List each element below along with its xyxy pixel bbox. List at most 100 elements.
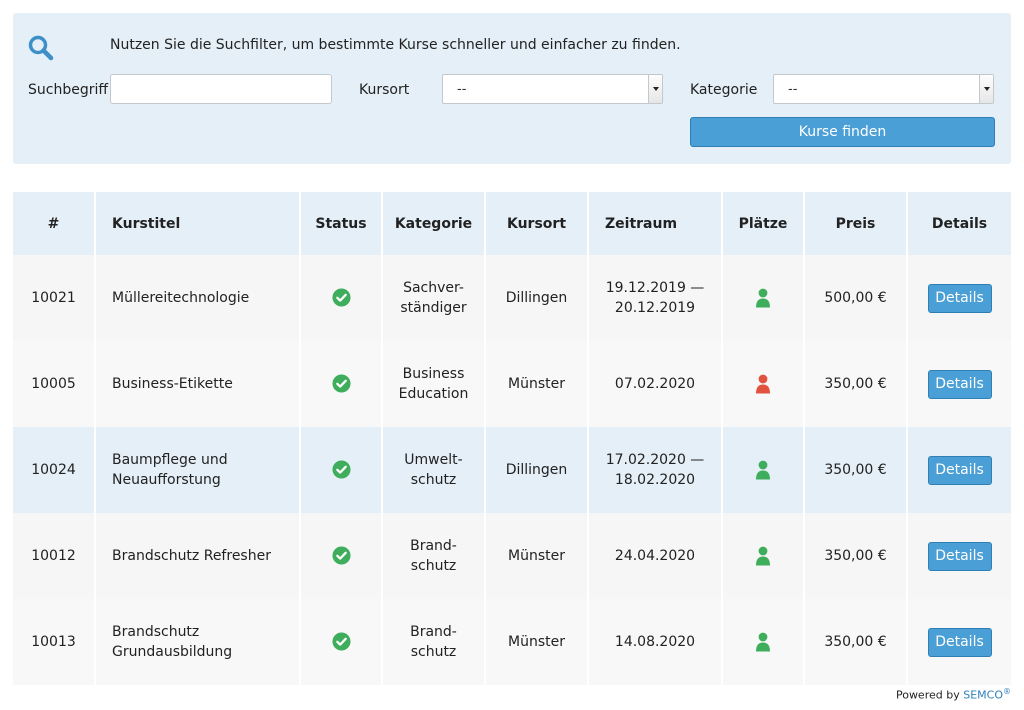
course-price: 500,00 € [805,255,908,341]
course-number: 10024 [13,427,96,513]
powered-by-text: Powered by [895,688,960,702]
course-location: Münster [486,599,589,685]
column-header-seats: Plätze [723,192,805,255]
course-period: 14.08.2020 [589,599,723,685]
details-cell: Details [908,341,1011,427]
course-number: 10021 [13,255,96,341]
course-number: 10005 [13,341,96,427]
course-period-line: 07.02.2020 [614,375,696,392]
location-select-value: -- [457,82,467,97]
course-location: Dillingen [486,255,589,341]
course-period-line: 20.12.2019 [614,300,696,316]
column-header-title: Kurstitel [96,192,301,255]
course-number: 10013 [13,599,96,685]
course-category-line: Sachver- [403,279,464,296]
category-select-value: -- [788,82,798,97]
course-title-line: Neuaufforstung [112,472,221,488]
course-title-line: Müllereitechnologie [112,289,250,306]
course-period: 17.02.2020 — 18.02.2020 [589,427,723,513]
course-category-line: schutz [410,472,457,488]
course-category-line: Umwelt- [404,451,463,468]
check-circle-icon [331,374,351,393]
course-category: Umwelt-schutz [383,427,486,513]
status-cell [301,427,383,513]
chevron-down-icon [648,75,662,103]
chevron-down-icon [979,75,993,103]
check-circle-icon [331,460,351,479]
table-row: 10013 Brandschutz Grundausbildung Brand-sch… [13,599,1011,685]
courses-table: # Kurstitel Status Kategorie Kursort Zei… [13,192,1011,685]
course-period-line: 17.02.2020 — [605,451,705,468]
course-price: 350,00 € [805,599,908,685]
course-title-line: Business-Etikette [112,375,233,392]
course-category: Sachver-ständiger [383,255,486,341]
table-row: 10021 Müllereitechnologie Sachver-ständige… [13,255,1011,341]
filter-intro-text: Nutzen Sie die Suchfilter, um bestimmte … [110,37,681,53]
person-icon [756,546,770,566]
column-header-number: # [13,192,96,255]
details-button[interactable]: Details [927,455,992,485]
course-period-line: 14.08.2020 [614,633,696,650]
course-title: Müllereitechnologie [96,255,301,341]
course-number: 10012 [13,513,96,599]
course-period-line: 19.12.2019 — [605,279,705,296]
course-category: Brand-schutz [383,513,486,599]
course-location: Dillingen [486,427,589,513]
course-category-line: ständiger [400,300,467,316]
column-header-details: Details [908,192,1011,255]
course-title-line: Baumpflege und [112,451,228,468]
seats-cell [723,255,805,341]
find-courses-button[interactable]: Kurse finden [690,117,995,147]
course-title-line: Brandschutz [112,623,200,640]
course-period: 24.04.2020 [589,513,723,599]
course-title-line: Brandschutz Refresher [112,547,271,564]
details-cell: Details [908,599,1011,685]
status-cell [301,599,383,685]
course-title-line: Grundausbildung [112,644,233,660]
course-location: Münster [486,513,589,599]
course-category-line: schutz [410,644,457,660]
column-header-price: Preis [805,192,908,255]
check-circle-icon [331,288,351,307]
details-button[interactable]: Details [927,369,992,399]
seats-cell [723,599,805,685]
course-title: Baumpflege und Neuaufforstung [96,427,301,513]
course-period-line: 18.02.2020 [614,472,696,488]
seats-cell [723,427,805,513]
column-header-category: Kategorie [383,192,486,255]
person-icon [756,374,770,394]
course-category-line: Brand- [410,537,457,554]
seats-cell [723,341,805,427]
course-period-line: 24.04.2020 [614,547,696,564]
course-category: Business Education [383,341,486,427]
details-button[interactable]: Details [927,541,992,571]
course-category-line: Education [398,386,469,402]
search-filter-panel: Nutzen Sie die Suchfilter, um bestimmte … [13,13,1011,164]
course-category-line: schutz [410,558,457,574]
seats-cell [723,513,805,599]
course-period: 07.02.2020 [589,341,723,427]
check-circle-icon [331,632,351,651]
course-title: Brandschutz Refresher [96,513,301,599]
location-select[interactable]: -- [442,74,663,104]
brand-link[interactable]: SEMCO [963,688,1003,702]
course-period: 19.12.2019 — 20.12.2019 [589,255,723,341]
search-term-label: Suchbegriff [28,82,109,98]
details-button[interactable]: Details [927,283,992,313]
location-label: Kursort [359,82,410,98]
status-cell [301,341,383,427]
search-icon [28,35,54,61]
person-icon [756,288,770,308]
category-select[interactable]: -- [773,74,994,104]
course-category-line: Business [402,365,465,382]
search-term-input[interactable] [110,74,332,104]
course-location: Münster [486,341,589,427]
column-header-status: Status [301,192,383,255]
check-circle-icon [331,546,351,565]
details-button[interactable]: Details [927,627,992,657]
course-title: Brandschutz Grundausbildung [96,599,301,685]
table-row: 10005 Business-Etikette Business Education M… [13,341,1011,427]
powered-by-footer: Powered by SEMCO® [896,687,1011,702]
details-cell: Details [908,255,1011,341]
course-title: Business-Etikette [96,341,301,427]
